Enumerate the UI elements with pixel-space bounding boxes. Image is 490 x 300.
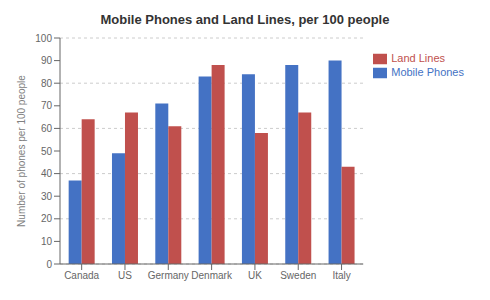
- svg-text:80: 80: [41, 78, 53, 89]
- svg-text:Number of phones per 100 peopl: Number of phones per 100 people: [16, 75, 27, 227]
- svg-text:Denmark: Denmark: [191, 270, 233, 281]
- svg-text:30: 30: [41, 191, 53, 202]
- svg-text:40: 40: [41, 168, 53, 179]
- svg-text:Sweden: Sweden: [280, 270, 316, 281]
- svg-text:Italy: Italy: [332, 270, 350, 281]
- svg-text:0: 0: [46, 259, 52, 270]
- svg-text:Germany: Germany: [148, 270, 189, 281]
- svg-text:90: 90: [41, 55, 53, 66]
- html-text:Mobile Phones and Land Lines,: Mobile Phones and Land Lines, per 100 pe…: [100, 12, 390, 27]
- html-text:Land Lines: Land Lines: [391, 52, 445, 64]
- svg-text:50: 50: [41, 146, 53, 157]
- svg-text:10: 10: [41, 236, 53, 247]
- html-text:Mobile Phones: Mobile Phones: [391, 66, 464, 79]
- svg-text:UK: UK: [248, 270, 262, 281]
- svg-text:60: 60: [41, 123, 53, 134]
- svg-text:70: 70: [41, 100, 53, 111]
- svg-text:Canada: Canada: [64, 270, 99, 281]
- svg-text:100: 100: [35, 33, 52, 44]
- svg-text:US: US: [118, 270, 132, 281]
- svg-text:20: 20: [41, 213, 53, 224]
